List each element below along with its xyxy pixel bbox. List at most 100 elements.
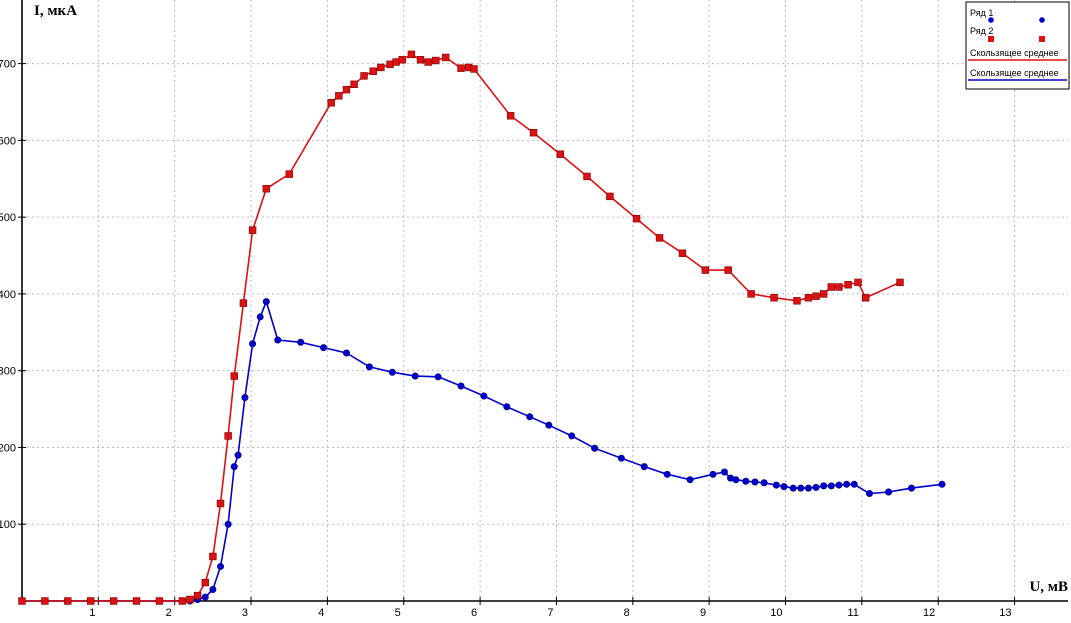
x-tick-label: 6 <box>471 607 477 619</box>
data-point <box>407 50 416 59</box>
x-axis-label: U, мВ <box>1029 579 1068 595</box>
data-point <box>850 480 858 488</box>
data-point <box>201 578 209 587</box>
data-point <box>178 597 187 605</box>
data-point <box>262 185 271 193</box>
data-point <box>812 292 820 300</box>
x-tick-label: 10 <box>770 607 782 619</box>
data-point <box>224 520 232 528</box>
data-point <box>854 278 862 287</box>
data-point <box>109 597 118 605</box>
data-point <box>234 451 242 459</box>
data-point <box>709 470 717 478</box>
data-point <box>230 372 238 380</box>
data-point <box>87 597 95 605</box>
data-point <box>369 67 377 75</box>
data-point <box>896 278 904 287</box>
data-point <box>416 56 425 64</box>
data-point <box>606 192 614 201</box>
data-point <box>701 266 710 274</box>
data-point <box>388 368 396 376</box>
x-tick-label: 2 <box>166 607 172 619</box>
series-1 <box>18 298 946 605</box>
x-tick-label: 8 <box>624 607 630 619</box>
data-point <box>591 444 599 452</box>
legend-label-moving-average-2: Скользящее среднее <box>970 68 1059 78</box>
x-tick-label: 9 <box>700 607 706 619</box>
data-point <box>747 290 755 298</box>
x-tick-label: 1 <box>89 607 95 619</box>
data-point <box>503 403 511 411</box>
data-point <box>155 597 164 605</box>
data-point <box>770 294 778 302</box>
data-point <box>224 432 232 440</box>
data-point <box>320 344 328 352</box>
y-tick-label: 600 <box>0 135 16 147</box>
data-point <box>216 499 225 508</box>
data-point <box>274 336 282 344</box>
data-point <box>256 313 264 321</box>
data-point <box>377 63 385 72</box>
data-point <box>820 482 828 490</box>
data-point <box>720 468 728 476</box>
data-point <box>186 595 194 604</box>
data-point <box>217 562 225 570</box>
data-point <box>678 249 687 257</box>
data-point <box>64 597 72 605</box>
grid <box>22 0 1068 601</box>
data-point <box>793 297 801 305</box>
y-tick-label: 200 <box>0 442 16 454</box>
data-point <box>907 484 915 492</box>
data-point <box>742 477 750 485</box>
data-point <box>545 421 553 429</box>
y-tick-label: 300 <box>0 366 16 378</box>
data-point <box>844 280 852 289</box>
data-point <box>262 298 270 306</box>
x-tick-label: 11 <box>847 607 858 619</box>
data-point <box>209 585 217 593</box>
y-tick-label: 400 <box>0 289 16 301</box>
y-tick-label: 500 <box>0 212 16 224</box>
data-point <box>827 283 836 291</box>
data-point <box>804 484 812 492</box>
y-tick-label: 100 <box>0 519 16 531</box>
x-tick-label: 12 <box>923 607 935 619</box>
data-point <box>885 488 893 496</box>
data-point <box>18 597 26 605</box>
x-tick-label: 3 <box>242 607 248 619</box>
data-point <box>411 372 419 380</box>
data-point <box>480 392 488 400</box>
data-point <box>457 64 465 72</box>
data-point <box>780 483 788 491</box>
data-point <box>434 373 442 381</box>
data-point <box>568 432 576 440</box>
data-point <box>655 234 664 242</box>
data-point <box>470 65 478 73</box>
data-point <box>617 454 625 462</box>
x-tick-label: 5 <box>395 607 401 619</box>
data-point <box>327 99 335 107</box>
x-tick-label: 7 <box>547 607 553 619</box>
legend-marker-series-2 <box>988 36 994 42</box>
data-point <box>804 294 813 302</box>
data-point <box>529 128 538 137</box>
series-line-2 <box>22 53 901 602</box>
data-point <box>248 226 257 234</box>
data-point <box>398 56 406 64</box>
data-point <box>193 591 202 600</box>
data-point <box>583 172 591 181</box>
legend: Ряд 1 Ряд 2 Скользящее среднее Скользящее с… <box>965 1 1070 90</box>
series-2 <box>18 50 904 605</box>
x-tick-label: 13 <box>999 607 1011 619</box>
data-point <box>812 483 820 491</box>
data-point <box>132 597 141 605</box>
legend-label-moving-average-1: Скользящее среднее <box>970 48 1059 58</box>
data-point <box>432 56 440 65</box>
data-point <box>632 214 641 223</box>
data-point <box>724 266 732 274</box>
data-point <box>239 299 248 307</box>
series-line-1 <box>22 299 943 602</box>
data-point <box>843 480 851 488</box>
data-point <box>640 463 648 471</box>
data-point <box>686 476 694 484</box>
